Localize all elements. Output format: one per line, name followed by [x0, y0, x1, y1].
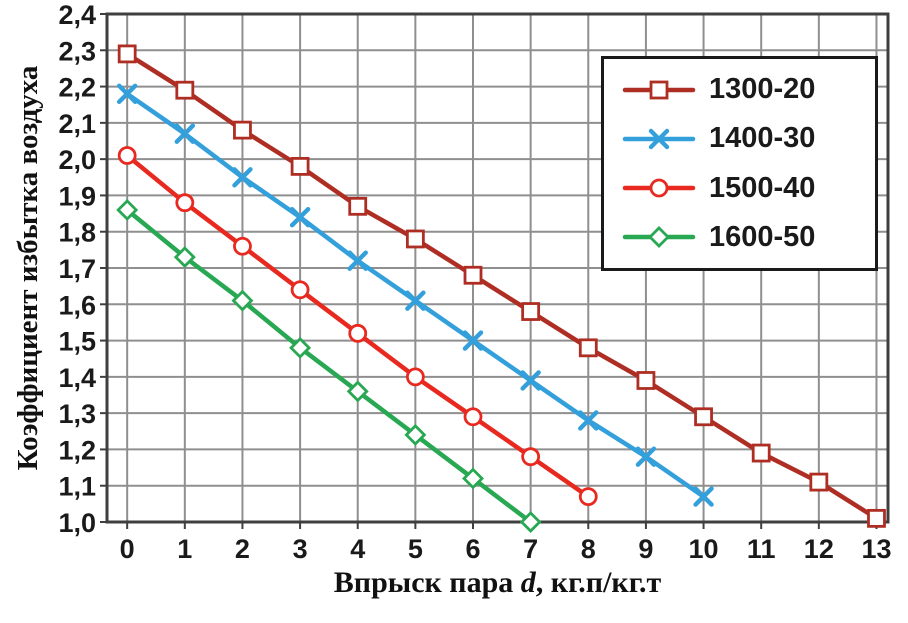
- svg-text:2: 2: [235, 534, 250, 564]
- x-axis-title: Впрыск пара d, кг.п/кг.т: [107, 566, 888, 600]
- legend-label: 1500-40: [709, 171, 816, 204]
- series-1300-20: [117, 44, 886, 528]
- svg-text:4: 4: [350, 534, 365, 564]
- legend-item-2: 1500-40: [622, 171, 869, 205]
- svg-text:10: 10: [689, 534, 719, 564]
- legend-label: 1400-30: [709, 122, 816, 155]
- svg-text:2,4: 2,4: [58, 0, 96, 30]
- svg-text:11: 11: [747, 534, 776, 564]
- svg-text:2,2: 2,2: [58, 73, 96, 103]
- x-tick-labels: 0 1 2 3 4 5 6 7 8 9 10 11 12 13: [120, 534, 892, 564]
- svg-text:5: 5: [408, 534, 423, 564]
- svg-text:1,1: 1,1: [58, 472, 96, 502]
- legend: 1300-20 1400-30 1500-40 1600-50: [601, 56, 878, 271]
- svg-text:8: 8: [581, 534, 596, 564]
- svg-text:1,9: 1,9: [58, 181, 96, 211]
- svg-text:3: 3: [293, 534, 308, 564]
- svg-text:1,8: 1,8: [58, 218, 96, 248]
- svg-text:9: 9: [638, 534, 653, 564]
- svg-text:2,1: 2,1: [58, 109, 96, 139]
- y-tick-labels: 2,4 2,3 2,2 2,1 2,0 1,9 1,8 1,7 1,6 1,5 1,4 1,3 1,2 1…: [58, 0, 96, 538]
- legend-sample-circle: [622, 178, 696, 198]
- series-1400-30: [116, 83, 714, 507]
- svg-text:1,3: 1,3: [58, 399, 96, 429]
- svg-text:1,4: 1,4: [58, 363, 96, 393]
- svg-text:1: 1: [177, 534, 192, 564]
- legend-sample-square: [622, 80, 696, 100]
- x-axis-title-suffix: , кг.п/кг.т: [535, 566, 662, 599]
- svg-text:2,0: 2,0: [58, 145, 96, 175]
- svg-text:2,3: 2,3: [58, 36, 96, 66]
- x-axis-title-variable: d: [520, 566, 536, 599]
- svg-text:6: 6: [465, 534, 480, 564]
- svg-text:1,2: 1,2: [58, 435, 96, 465]
- svg-text:1,0: 1,0: [58, 508, 96, 538]
- svg-text:13: 13: [861, 534, 891, 564]
- legend-item-0: 1300-20: [622, 73, 869, 107]
- svg-text:0: 0: [120, 534, 135, 564]
- y-axis-title: Коэффициент избытка воздуха: [12, 65, 44, 471]
- legend-item-1: 1400-30: [622, 122, 869, 156]
- svg-text:1,6: 1,6: [58, 290, 96, 320]
- svg-text:7: 7: [523, 534, 538, 564]
- legend-sample-diamond: [622, 226, 696, 249]
- legend-label: 1300-20: [709, 73, 816, 106]
- x-axis-title-prefix: Впрыск пара: [333, 566, 521, 599]
- svg-text:1,7: 1,7: [58, 254, 96, 284]
- plot-border: [105, 12, 890, 524]
- svg-text:12: 12: [804, 534, 834, 564]
- legend-label: 1600-50: [709, 220, 816, 253]
- series-1500-40: [117, 146, 598, 507]
- series-1600-50: [116, 198, 542, 533]
- legend-item-3: 1600-50: [622, 220, 869, 254]
- svg-text:1,5: 1,5: [58, 327, 96, 357]
- legend-sample-x: [622, 128, 696, 150]
